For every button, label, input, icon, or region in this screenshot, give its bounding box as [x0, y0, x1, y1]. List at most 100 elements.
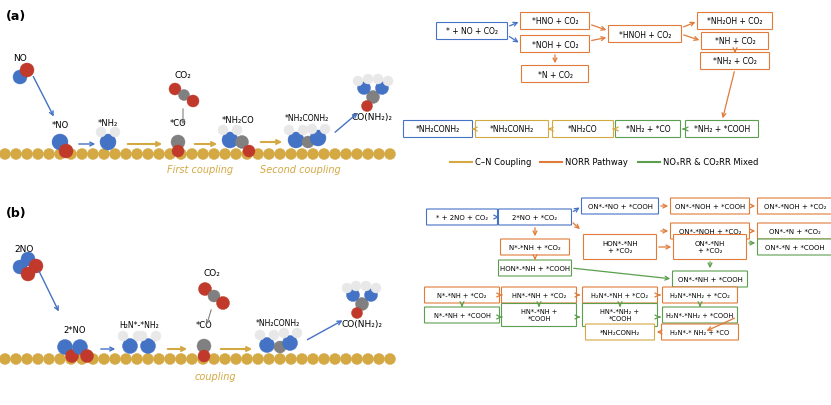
Circle shape — [373, 149, 385, 160]
FancyBboxPatch shape — [583, 304, 657, 327]
Text: 2NO: 2NO — [14, 244, 34, 254]
FancyBboxPatch shape — [661, 324, 739, 340]
FancyBboxPatch shape — [436, 23, 508, 40]
FancyBboxPatch shape — [583, 235, 656, 260]
Circle shape — [13, 260, 27, 274]
Circle shape — [274, 149, 286, 160]
Circle shape — [288, 133, 304, 149]
Text: HN*-*NH + *CO₂: HN*-*NH + *CO₂ — [512, 292, 566, 298]
Circle shape — [120, 149, 131, 160]
FancyBboxPatch shape — [404, 121, 473, 138]
Text: Second coupling: Second coupling — [259, 164, 341, 175]
Text: CO₂: CO₂ — [175, 71, 191, 80]
Circle shape — [279, 328, 289, 338]
Circle shape — [0, 149, 11, 160]
Circle shape — [283, 336, 297, 351]
Text: First coupling: First coupling — [167, 164, 233, 175]
Text: *NH₂: *NH₂ — [98, 119, 118, 128]
Text: H₂N*-*NH + *CO₂: H₂N*-*NH + *CO₂ — [592, 292, 648, 298]
Circle shape — [57, 340, 72, 355]
Text: *NH₂OH + CO₂: *NH₂OH + CO₂ — [707, 17, 763, 26]
Circle shape — [120, 354, 131, 364]
Circle shape — [209, 149, 219, 160]
FancyBboxPatch shape — [671, 224, 750, 239]
Circle shape — [172, 146, 184, 158]
Circle shape — [99, 354, 110, 364]
Circle shape — [140, 339, 155, 354]
Circle shape — [274, 341, 286, 353]
Text: *NOH + CO₂: *NOH + CO₂ — [532, 40, 578, 49]
Circle shape — [307, 149, 318, 160]
Circle shape — [151, 331, 161, 341]
Circle shape — [66, 354, 76, 364]
Circle shape — [385, 354, 396, 364]
Circle shape — [253, 149, 263, 160]
FancyBboxPatch shape — [697, 13, 773, 30]
Circle shape — [373, 354, 385, 364]
Text: *NH₂CO: *NH₂CO — [568, 125, 597, 134]
Circle shape — [286, 149, 297, 160]
Text: ON*-*NOH + *CO₂: ON*-*NOH + *CO₂ — [764, 203, 826, 209]
Circle shape — [20, 64, 34, 78]
FancyBboxPatch shape — [586, 324, 655, 340]
Circle shape — [366, 91, 380, 104]
FancyBboxPatch shape — [501, 304, 577, 327]
Text: *HNOH + CO₂: *HNOH + CO₂ — [619, 30, 671, 39]
Circle shape — [110, 128, 120, 138]
FancyBboxPatch shape — [475, 121, 548, 138]
Circle shape — [263, 149, 274, 160]
Circle shape — [175, 354, 186, 364]
Text: *NO: *NO — [52, 121, 69, 130]
FancyBboxPatch shape — [673, 235, 746, 260]
Circle shape — [131, 354, 142, 364]
Circle shape — [199, 283, 212, 296]
Circle shape — [222, 133, 238, 149]
Circle shape — [263, 354, 274, 364]
Circle shape — [330, 354, 341, 364]
Circle shape — [362, 149, 373, 160]
Text: ON*-*NH + *COOH: ON*-*NH + *COOH — [677, 276, 742, 282]
Circle shape — [154, 354, 165, 364]
Circle shape — [110, 354, 120, 364]
Circle shape — [365, 289, 377, 302]
Circle shape — [356, 298, 368, 311]
Text: *NH₂CONH₂: *NH₂CONH₂ — [600, 329, 640, 335]
Circle shape — [81, 350, 94, 362]
Circle shape — [55, 354, 66, 364]
Circle shape — [72, 340, 87, 355]
FancyBboxPatch shape — [758, 224, 831, 239]
Circle shape — [11, 149, 22, 160]
Circle shape — [100, 135, 116, 151]
Circle shape — [87, 149, 99, 160]
Circle shape — [269, 330, 279, 340]
Circle shape — [243, 146, 255, 158]
Text: coupling: coupling — [194, 371, 236, 381]
FancyBboxPatch shape — [686, 121, 759, 138]
FancyBboxPatch shape — [553, 121, 613, 138]
Circle shape — [76, 354, 87, 364]
Circle shape — [209, 354, 219, 364]
Circle shape — [373, 75, 383, 85]
Text: * + NO + CO₂: * + NO + CO₂ — [446, 28, 498, 36]
Circle shape — [198, 354, 209, 364]
FancyBboxPatch shape — [425, 307, 499, 323]
Circle shape — [383, 77, 393, 87]
Circle shape — [175, 149, 186, 160]
Circle shape — [122, 339, 137, 354]
Circle shape — [142, 354, 154, 364]
Circle shape — [318, 149, 330, 160]
Circle shape — [22, 354, 32, 364]
Text: (b): (b) — [6, 207, 27, 220]
Circle shape — [169, 84, 181, 96]
FancyBboxPatch shape — [758, 239, 831, 256]
Circle shape — [197, 339, 211, 353]
Circle shape — [66, 350, 78, 362]
Text: CO(NH₂)₂: CO(NH₂)₂ — [342, 319, 382, 328]
FancyBboxPatch shape — [499, 209, 572, 226]
Text: *NH₂CONH₂: *NH₂CONH₂ — [490, 125, 534, 134]
Circle shape — [219, 354, 230, 364]
Circle shape — [292, 328, 302, 338]
Text: *NH₂CONH₂: *NH₂CONH₂ — [416, 125, 460, 134]
FancyBboxPatch shape — [500, 239, 569, 256]
Circle shape — [55, 149, 66, 160]
